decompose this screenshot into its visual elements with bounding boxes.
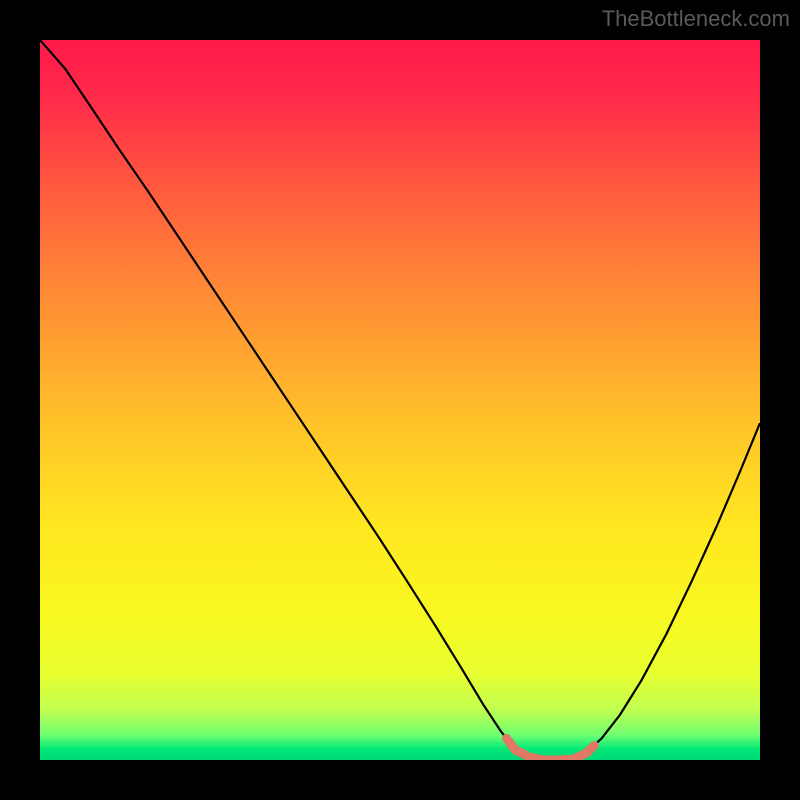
plot-area [40,40,760,760]
curve-layer [40,40,760,760]
chart-container: TheBottleneck.com [0,0,800,800]
optimal-range-marker [507,738,595,760]
watermark-text: TheBottleneck.com [602,6,790,32]
bottleneck-curve [40,40,760,760]
